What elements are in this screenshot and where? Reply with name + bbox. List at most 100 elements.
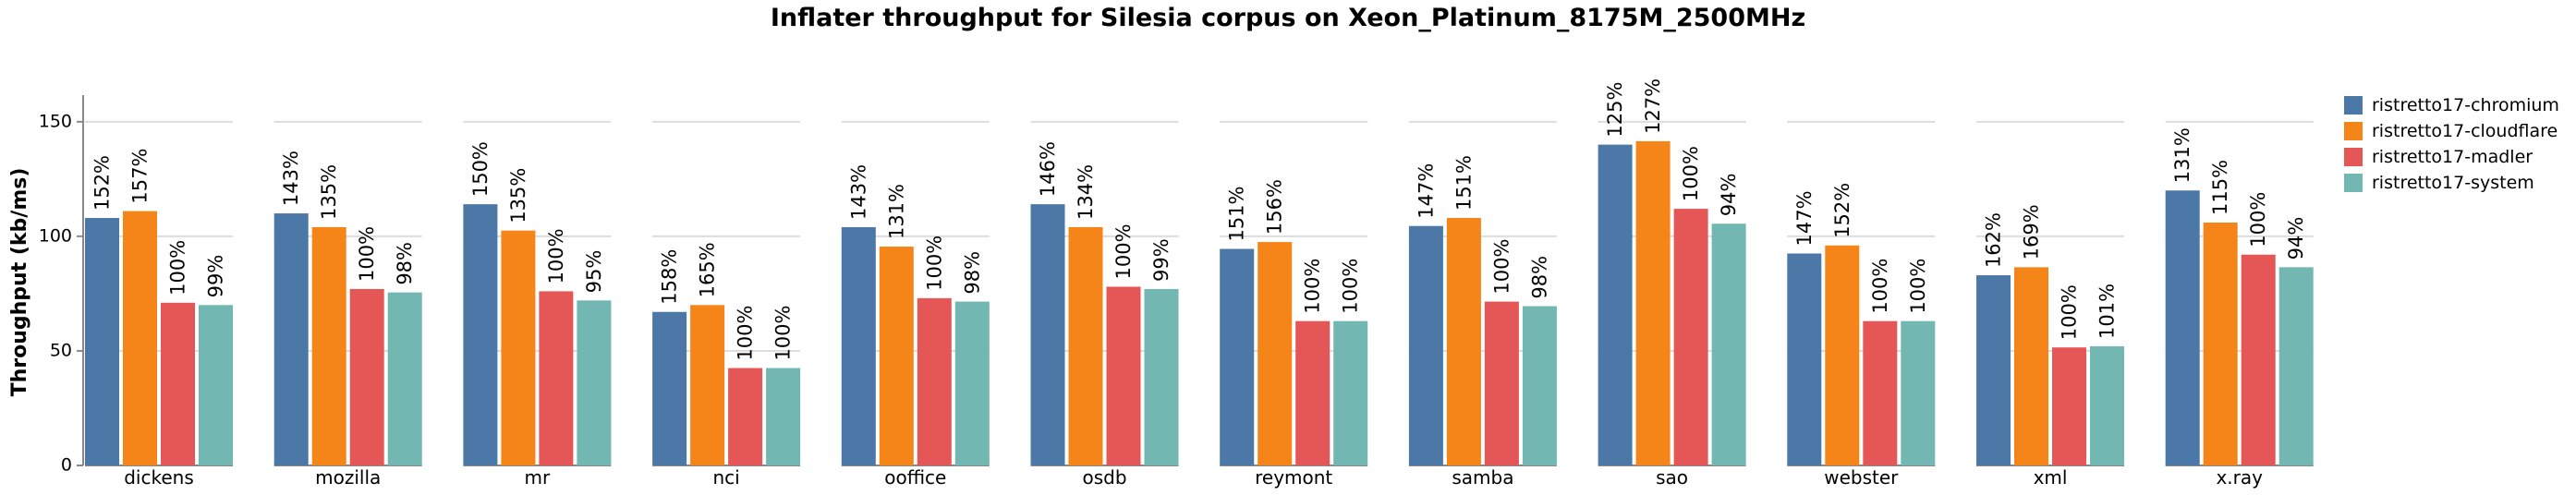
bar [1901,320,1936,465]
bar-data-label: 134% [1075,164,1097,220]
legend-label: ristretto17-system [2372,173,2534,193]
x-category-label: x.ray [2216,466,2263,489]
bar [1295,320,1331,465]
legend-swatch [2344,174,2363,192]
bar-data-label: 100% [2247,192,2269,248]
bar-data-label: 135% [507,168,529,223]
x-category-label: mozilla [315,466,381,489]
bar [349,288,384,465]
bar-data-label: 150% [469,141,492,197]
x-category-label: dickens [124,466,194,489]
bar-data-label: 99% [1150,238,1173,282]
bar-data-label: 131% [885,184,907,239]
legend-item: ristretto17-madler [2344,144,2559,170]
bar-data-label: 100% [1302,259,1324,314]
bar [1635,140,1671,465]
bar [1825,245,1860,465]
bars [85,140,2314,466]
bar-data-label: 100% [1112,223,1135,279]
legend-swatch [2344,122,2363,140]
x-category-label: xml [2034,466,2068,489]
y-tick-label: 150 [39,111,72,131]
bar-data-label: 131% [2171,127,2193,183]
bar-data-label: 100% [923,235,945,291]
bar [2203,222,2238,466]
bar [2165,190,2200,465]
bar [1863,320,1898,465]
y-axis-title: Throughput (kb/ms) [8,168,31,397]
bar-data-label: 125% [1604,82,1626,138]
chart-title: Inflater throughput for Silesia corpus o… [770,4,1806,32]
legend-item: ristretto17-system [2344,170,2559,196]
bar-data-label: 100% [735,306,757,361]
bar [161,302,195,465]
x-category-label: nci [712,466,739,489]
bar [690,305,725,465]
legend-item: ristretto17-chromium [2344,92,2559,118]
bar [123,211,157,466]
bar [1787,253,1822,465]
bar [199,305,233,465]
bar-data-label: 100% [1680,146,1702,201]
bar [1598,144,1633,465]
bar [1673,209,1708,465]
legend-item: ristretto17-cloudflare [2344,118,2559,144]
y-tick-label: 100 [39,225,72,246]
bar-labels: 152% 157% 100% 99% 143% 135% 100% 98% 150% 135% 10… [91,78,2308,361]
bar-data-label: 162% [1983,212,2005,268]
bar-data-label: 100% [545,228,567,284]
bar [2278,267,2314,465]
legend-label: ristretto17-cloudflare [2372,121,2558,141]
legend-label: ristretto17-madler [2372,147,2533,167]
bar [311,226,346,465]
bar-data-label: 100% [772,306,795,361]
bar-data-label: 127% [1642,78,1664,134]
bar [917,297,952,465]
bar-data-label: 156% [1264,179,1286,235]
x-category-label: mr [525,466,551,489]
bar-data-label: 157% [129,149,152,204]
bar-data-label: 152% [91,155,114,211]
bar-data-label: 98% [394,242,416,285]
axes: Throughput (kb/ms) 0 50 100 150 dickens mozil… [8,95,2263,489]
x-category-label: webster [1824,466,1899,489]
bar [1144,288,1179,465]
x-category-label: sao [1656,466,1688,489]
bar [1106,286,1141,465]
bar [841,226,876,465]
bar-data-label: 94% [1718,174,1740,217]
bar [577,300,612,465]
bar-data-label: 152% [1831,183,1853,238]
bar [1068,226,1103,465]
bar [2241,254,2276,465]
bar-data-label: 100% [1869,259,1891,314]
bar-data-label: 165% [697,242,719,297]
bar [85,218,119,465]
y-tick-label: 0 [61,455,72,476]
bar [1484,301,1519,465]
bar [539,291,574,465]
bar-data-label: 147% [1793,190,1816,246]
bar-data-label: 115% [2209,160,2231,215]
bar-data-label: 147% [1415,163,1437,219]
bar-data-label: 101% [2096,284,2119,339]
bar [273,213,309,465]
x-category-label: reymont [1255,466,1332,489]
bar [879,247,914,465]
bar-data-label: 100% [1340,259,1362,314]
legend-swatch [2344,148,2363,166]
bar-data-label: 95% [583,250,605,294]
x-category-label: ooffice [884,466,946,489]
bar-data-label: 98% [1528,256,1550,299]
bar-data-label: 100% [1907,259,1929,314]
bar-data-label: 135% [318,164,340,220]
bar [1408,225,1443,465]
bar [766,368,801,465]
bar [501,230,536,465]
bar-data-label: 151% [1226,186,1248,241]
bar-data-label: 151% [1452,155,1475,211]
bar-data-label: 100% [167,240,189,296]
legend-label: ristretto17-chromium [2372,95,2559,115]
bar [463,204,498,465]
bar [652,311,687,465]
